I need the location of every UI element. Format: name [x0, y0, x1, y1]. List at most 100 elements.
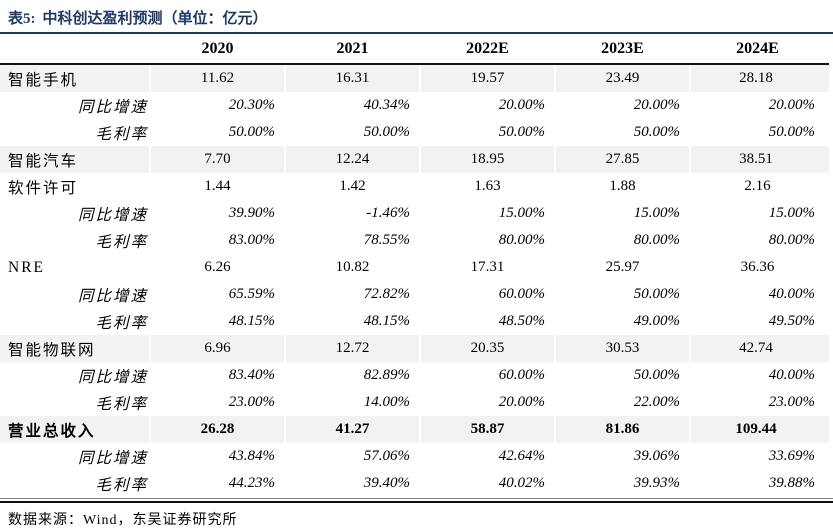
cell-value: 10.82 — [335, 259, 370, 275]
cell-value: 23.49 — [555, 64, 691, 92]
cell-value: 40.02% — [498, 475, 545, 491]
cell-value: 15.00% — [768, 205, 815, 221]
cell-value: 39.06% — [633, 448, 680, 464]
cell-value: 17.31 — [470, 259, 505, 275]
cell-value: 12.24 — [285, 146, 421, 173]
cell-value: 1.88 — [609, 178, 636, 194]
cell-value: 49.50% — [768, 313, 815, 329]
cell-value: 28.18 — [690, 64, 833, 92]
row-label: 智能手机 — [0, 64, 151, 92]
cell-value: 1.63 — [474, 178, 501, 194]
cell-value: 20.00% — [498, 97, 545, 113]
cell-value: 2.16 — [744, 178, 771, 194]
cell-value: 42.74 — [690, 335, 833, 362]
cell-value: 6.26 — [204, 259, 231, 275]
cell-value: 20.00% — [633, 97, 680, 113]
cell-value: 23.00% — [228, 394, 275, 410]
row-label: 智能汽车 — [0, 146, 151, 173]
cell-value: 42.64% — [498, 448, 545, 464]
cell-value: 80.00% — [633, 232, 680, 248]
cell-value: 20.00% — [498, 394, 545, 410]
cell-value: 39.93% — [633, 475, 680, 491]
cell-value: 72.82% — [363, 286, 410, 302]
cell-value: 11.62 — [150, 64, 286, 92]
cell-value: 82.89% — [363, 367, 410, 383]
cell-value: 19.57 — [420, 64, 556, 92]
cell-value: 83.40% — [228, 367, 275, 383]
column-header-2024e: 2024E — [690, 34, 833, 65]
row-label: 毛利率 — [95, 476, 148, 494]
cell-value: 39.40% — [363, 475, 410, 491]
cell-value: 1.44 — [204, 178, 231, 194]
cell-value: 43.84% — [228, 448, 275, 464]
cell-value: 6.96 — [150, 335, 286, 362]
header-row: 2020 2021 2022E 2023E 2024E — [0, 34, 833, 65]
table-row-total-revenue: 营业总收入 26.28 41.27 58.87 81.86 109.44 — [0, 416, 833, 443]
table-row-yoy: 同比增速 20.30% 40.34% 20.00% 20.00% 20.00% — [0, 92, 833, 119]
table-row-yoy: 同比增速 43.84% 57.06% 42.64% 39.06% 33.69% — [0, 443, 833, 470]
cell-value: 30.53 — [555, 335, 691, 362]
cell-value: 50.00% — [633, 124, 680, 140]
cell-value: 50.00% — [768, 124, 815, 140]
cell-value: 60.00% — [498, 286, 545, 302]
table-bottom-rule-thick — [0, 501, 833, 503]
table-row-smartphone: 智能手机 11.62 16.31 19.57 23.49 28.18 — [0, 64, 833, 92]
row-label: 毛利率 — [95, 125, 148, 143]
cell-value: 20.30% — [228, 97, 275, 113]
cell-value: 23.00% — [768, 394, 815, 410]
column-header-2021: 2021 — [285, 34, 420, 65]
row-label: 软件许可 — [8, 179, 79, 197]
table-title: 中科创达盈利预测（单位：亿元） — [42, 11, 268, 27]
column-header-2020: 2020 — [150, 34, 285, 65]
cell-value: 50.00% — [633, 367, 680, 383]
row-label: 营业总收入 — [0, 416, 151, 443]
table-row-software-license: 软件许可 1.44 1.42 1.63 1.88 2.16 — [0, 173, 833, 200]
cell-value: 12.72 — [285, 335, 421, 362]
row-label: 毛利率 — [95, 395, 148, 413]
cell-value: 20.35 — [420, 335, 556, 362]
row-label: 同比增速 — [77, 98, 148, 116]
table-row-gross-margin: 毛利率 23.00% 14.00% 20.00% 22.00% 23.00% — [0, 389, 833, 416]
table-row-smart-car: 智能汽车 7.70 12.24 18.95 27.85 38.51 — [0, 146, 833, 173]
cell-value: 48.50% — [498, 313, 545, 329]
row-label: 同比增速 — [77, 368, 148, 386]
row-label: 毛利率 — [95, 233, 148, 251]
cell-value: 57.06% — [363, 448, 410, 464]
column-header-2023e: 2023E — [555, 34, 690, 65]
cell-value: 40.34% — [363, 97, 410, 113]
cell-value: 65.59% — [228, 286, 275, 302]
table-bottom-rule-thin — [0, 498, 833, 499]
table-row-yoy: 同比增速 65.59% 72.82% 60.00% 50.00% 40.00% — [0, 281, 833, 308]
row-label: 毛利率 — [95, 314, 148, 332]
cell-value: 41.27 — [285, 416, 421, 443]
caption-rule — [0, 32, 833, 34]
cell-value: 81.86 — [555, 416, 691, 443]
row-label: NRE — [8, 258, 45, 276]
row-label: 同比增速 — [77, 206, 148, 224]
cell-value: 50.00% — [633, 286, 680, 302]
table-row-smart-iot: 智能物联网 6.96 12.72 20.35 30.53 42.74 — [0, 335, 833, 362]
profit-forecast-table: 2020 2021 2022E 2023E 2024E 智能手机 11.62 1… — [0, 34, 833, 497]
cell-value: 48.15% — [363, 313, 410, 329]
cell-value: 83.00% — [228, 232, 275, 248]
cell-value: 80.00% — [768, 232, 815, 248]
cell-value: 14.00% — [363, 394, 410, 410]
cell-value: 22.00% — [633, 394, 680, 410]
cell-value: 16.31 — [285, 64, 421, 92]
cell-value: 25.97 — [605, 259, 640, 275]
row-label: 同比增速 — [77, 449, 148, 467]
cell-value: 18.95 — [420, 146, 556, 173]
cell-value: 78.55% — [363, 232, 410, 248]
table-caption: 表5: 中科创达盈利预测（单位：亿元） — [0, 0, 833, 32]
cell-value: 27.85 — [555, 146, 691, 173]
cell-value: 109.44 — [690, 416, 833, 443]
table-row-yoy: 同比增速 39.90% -1.46% 15.00% 15.00% 15.00% — [0, 200, 833, 227]
cell-value: 38.51 — [690, 146, 833, 173]
cell-value: 50.00% — [228, 124, 275, 140]
cell-value: 20.00% — [768, 97, 815, 113]
column-header-2022e: 2022E — [420, 34, 555, 65]
cell-value: 50.00% — [363, 124, 410, 140]
table-row-nre: NRE 6.26 10.82 17.31 25.97 36.36 — [0, 254, 833, 281]
table-row-gross-margin: 毛利率 83.00% 78.55% 80.00% 80.00% 80.00% — [0, 227, 833, 254]
table-number-label: 表5: — [8, 11, 36, 27]
